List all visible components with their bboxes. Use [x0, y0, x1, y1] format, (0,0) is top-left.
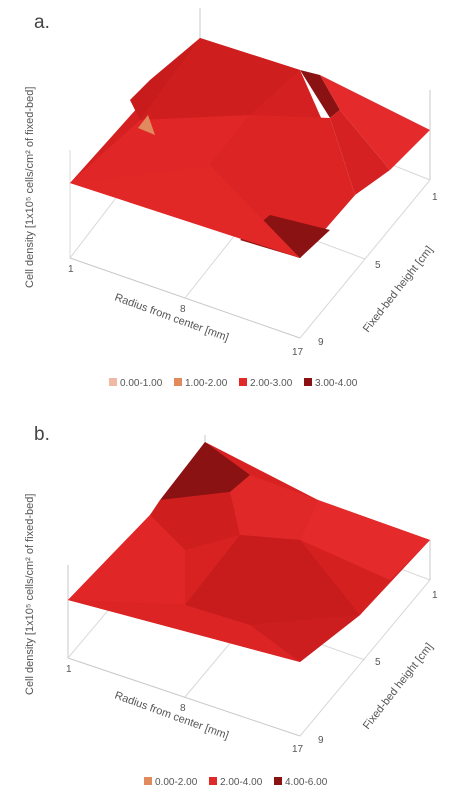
surface-b-facet [68, 600, 300, 662]
legend-b: 0.00-2.00 2.00-4.00 4.00-6.00 [144, 777, 328, 788]
surface-b-peak [160, 442, 250, 500]
legend-a: 0.00-1.00 1.00-2.00 2.00-3.00 3.00-4.00 [109, 378, 358, 389]
surface-a-facet [320, 75, 430, 170]
legend-label: 2.00-3.00 [250, 378, 293, 389]
surface-b-facet [300, 540, 390, 615]
surface-b-facet [68, 515, 185, 605]
panel-label-b: b. [34, 424, 50, 445]
x-tick: 1 [66, 664, 72, 675]
surface-a-facet [210, 115, 355, 258]
surface-a [70, 38, 430, 258]
y-tick: 5 [375, 657, 381, 668]
legend-swatch [239, 378, 247, 386]
legend-label: 2.00-4.00 [220, 777, 263, 788]
floor-front-right [299, 179, 431, 339]
tick-labels-a: 1 8 17 1 5 9 [68, 192, 438, 358]
legend-swatch [304, 378, 312, 386]
chart-panel-a: a. 1 8 17 [24, 8, 438, 389]
legend-swatch [109, 378, 117, 386]
legend-label: 0.00-2.00 [155, 777, 198, 788]
surface-a-facet [130, 38, 200, 120]
y-tick: 9 [318, 735, 324, 746]
z-axis-label-a: Cell density [1x10⁵ cells/cm² of fixed-b… [24, 87, 36, 288]
surface-b-facet [230, 475, 318, 540]
y-tick: 1 [432, 192, 438, 203]
legend-label: 1.00-2.00 [185, 378, 228, 389]
chart-a-svg: a. 1 8 17 [24, 8, 438, 389]
surface-a-facet [70, 115, 250, 183]
z-axis-label-b: Cell density [1x10⁵ cells/cm² of fixed-b… [24, 494, 36, 695]
panel-label-a: a. [34, 12, 50, 33]
surface-a-facet [140, 38, 300, 120]
legend-swatch [174, 378, 182, 386]
x-axis-label-b: Radius from center [mm] [113, 690, 230, 742]
x-tick: 8 [180, 304, 186, 315]
x-tick: 8 [180, 703, 186, 714]
tick-labels-b: 1 8 17 1 5 9 [66, 590, 438, 755]
chart-b-svg: b. 1 8 17 1 5 [24, 424, 438, 788]
y-tick: 5 [375, 260, 381, 271]
x-tick: 1 [68, 264, 74, 275]
surface-b-facet [250, 615, 360, 662]
surface-b-facet [300, 500, 430, 580]
surface-b [68, 442, 430, 662]
y-tick: 9 [318, 337, 324, 348]
surface-b-facet [185, 535, 360, 625]
legend-swatch [144, 777, 152, 785]
surface-a-peak [300, 70, 340, 118]
legend-label: 0.00-1.00 [120, 378, 163, 389]
legend-label: 3.00-4.00 [315, 378, 358, 389]
x-tick: 17 [292, 347, 304, 358]
legend-swatch [274, 777, 282, 785]
surface-b-facet [150, 492, 240, 550]
floor-front-right [299, 579, 431, 737]
x-tick: 17 [292, 744, 304, 755]
y-tick: 1 [432, 590, 438, 601]
surface-a-low [138, 115, 155, 135]
surface-a-facet [330, 110, 390, 195]
x-axis-label-a: Radius from center [mm] [113, 292, 230, 344]
legend-label: 4.00-6.00 [285, 777, 328, 788]
y-axis-label-a: Fixed-bed height [cm] [361, 244, 436, 335]
chart-panel-b: b. 1 8 17 1 5 [0, 400, 472, 798]
surface-a-facet [70, 165, 300, 258]
legend-swatch [209, 777, 217, 785]
y-axis-label-b: Fixed-bed height [cm] [361, 641, 436, 732]
